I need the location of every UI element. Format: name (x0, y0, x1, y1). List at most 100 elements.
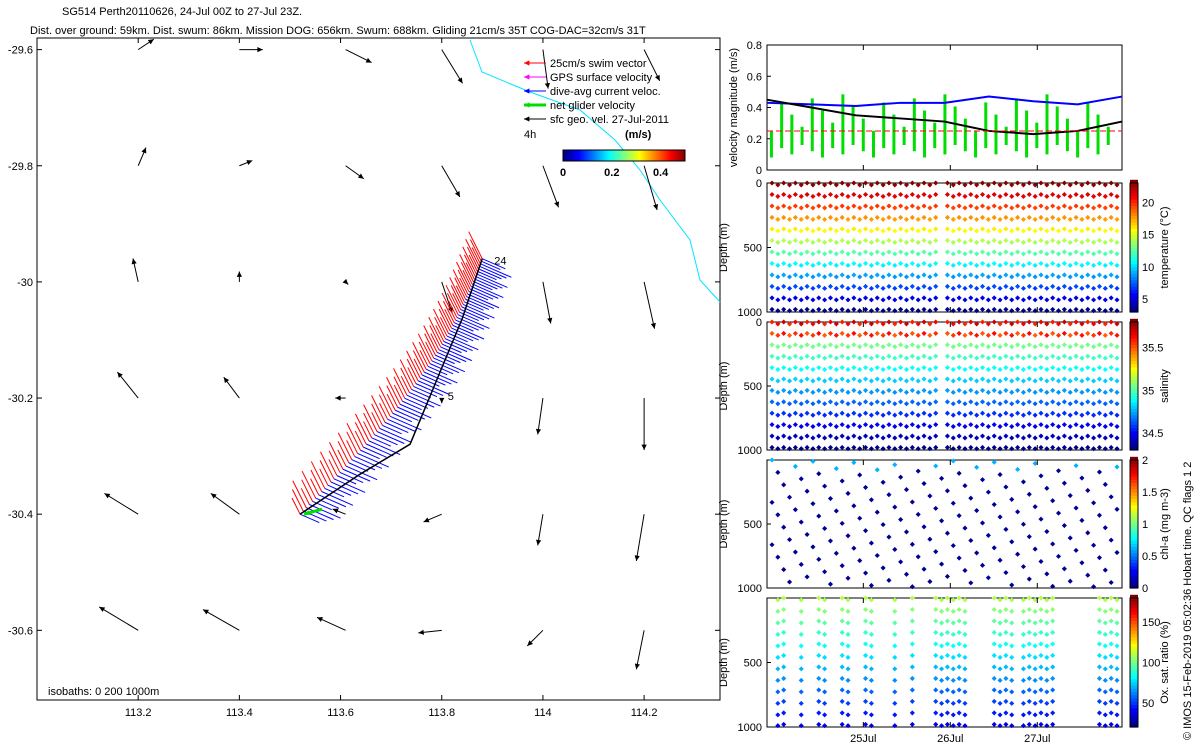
temperature-ytick-label: 0 (756, 178, 762, 190)
temperature-point (997, 297, 1003, 303)
salinity-point (839, 444, 845, 450)
oxygen-point (909, 710, 915, 716)
chla-point (898, 559, 904, 565)
oxygen-point (892, 700, 898, 706)
temperature-point (927, 251, 933, 257)
salinity-point (1050, 330, 1056, 336)
dac-vector (306, 507, 334, 521)
oxygen-point (798, 608, 804, 614)
dac-vector (462, 303, 495, 319)
swim-vector (363, 412, 375, 435)
salinity-point (804, 444, 810, 450)
salinity-point (991, 444, 997, 450)
salinity-point (816, 353, 822, 359)
oxygen-point (956, 664, 962, 670)
chla-point (1114, 506, 1120, 512)
salinity-point (1102, 435, 1108, 441)
salinity-point (792, 319, 798, 325)
salinity-point (851, 399, 857, 405)
chla-colorbar-cell (1130, 562, 1138, 567)
chla-colorbar-cell (1130, 485, 1138, 490)
salinity-point (1015, 353, 1021, 359)
temperature-colorbar-cell (1130, 179, 1138, 184)
oxygen-point (991, 687, 997, 693)
oxygen-point (1020, 654, 1026, 660)
salinity-point (915, 355, 921, 361)
salinity-point (816, 399, 822, 405)
salinity-point (1050, 444, 1056, 450)
chla-point (804, 531, 810, 538)
salinity-point (781, 399, 787, 405)
salinity-point (874, 330, 880, 336)
temperature-point (1073, 237, 1079, 244)
dac-vector (379, 428, 412, 443)
temperature-point (1067, 297, 1073, 303)
salinity-point (839, 319, 845, 325)
chla-point (1114, 464, 1120, 470)
oxygen-colorbar-cell (1130, 643, 1138, 647)
oxygen-point (868, 631, 874, 637)
chla-colorbar-cell (1130, 568, 1138, 573)
temperature-point (1032, 193, 1038, 199)
temperature-point (845, 216, 851, 222)
oxygen-colorbar-label: Ox. sat. ratio (%) (1159, 621, 1171, 704)
salinity-point (1114, 366, 1120, 373)
oxygen-colorbar-cell (1130, 614, 1138, 618)
salinity-point (874, 444, 880, 450)
map-colorbar-title: (m/s) (625, 129, 652, 141)
salinity-ylabel: Depth (m) (718, 362, 730, 411)
oxygen-point (781, 641, 787, 647)
oxygen-point (1050, 641, 1056, 647)
chla-point (769, 457, 775, 463)
salinity-point (909, 422, 915, 428)
oxygen-point (991, 595, 997, 601)
chla-point (857, 558, 863, 564)
map-colorbar-cell (663, 150, 665, 161)
salinity-point (968, 399, 974, 405)
salinity-point (968, 444, 974, 450)
temperature-ylabel: Depth (m) (718, 223, 730, 272)
dac-vector (318, 494, 347, 508)
salinity-point (845, 355, 851, 361)
swim-vector (430, 333, 440, 350)
temperature-point (1073, 283, 1079, 289)
swim-vector (301, 479, 313, 502)
salinity-colorbar-cell (1130, 402, 1138, 406)
oxygen-colorbar-cell (1130, 617, 1138, 622)
salinity-colorbar-cell (1130, 446, 1138, 451)
temperature-point (1026, 180, 1032, 186)
temperature-point (1085, 249, 1091, 255)
salinity-point (898, 353, 904, 359)
chla-point (985, 532, 991, 538)
temperature-point (1009, 216, 1015, 222)
salinity-point (1044, 332, 1050, 338)
chla-colorbar-cell (1130, 520, 1138, 525)
oxygen-point (839, 641, 845, 647)
salinity-point (968, 365, 974, 371)
salinity-point (1003, 353, 1009, 359)
oxygen-colorbar-cell (1130, 623, 1138, 628)
oxygen-point (1114, 712, 1120, 718)
salinity-colorbar-cell (1130, 338, 1138, 342)
geo-velocity-vector (526, 629, 544, 647)
map-colorbar-cell (630, 150, 632, 161)
salinity-point (810, 412, 816, 418)
swim-vector (291, 489, 304, 512)
oxygen-point (944, 721, 950, 727)
temperature-point (786, 308, 793, 314)
map-colorbar-cell (599, 150, 601, 161)
map-colorbar-cell (669, 150, 671, 161)
oxygen-point (933, 710, 939, 716)
temperature-point (786, 285, 793, 291)
salinity-point (1026, 319, 1032, 325)
swim-vector (371, 412, 381, 429)
salinity-point (927, 446, 933, 452)
chla-colorbar-cell (1130, 460, 1138, 464)
temperature-point (827, 191, 834, 198)
chla-colorbar-label: chl-a (mg m-3) (1159, 488, 1171, 560)
map-xtick-label: 113.4 (226, 707, 253, 719)
chla-point (915, 511, 921, 517)
salinity-point (962, 424, 968, 430)
chla-colorbar-tick: 1 (1142, 519, 1148, 531)
temperature-point (1044, 251, 1050, 257)
